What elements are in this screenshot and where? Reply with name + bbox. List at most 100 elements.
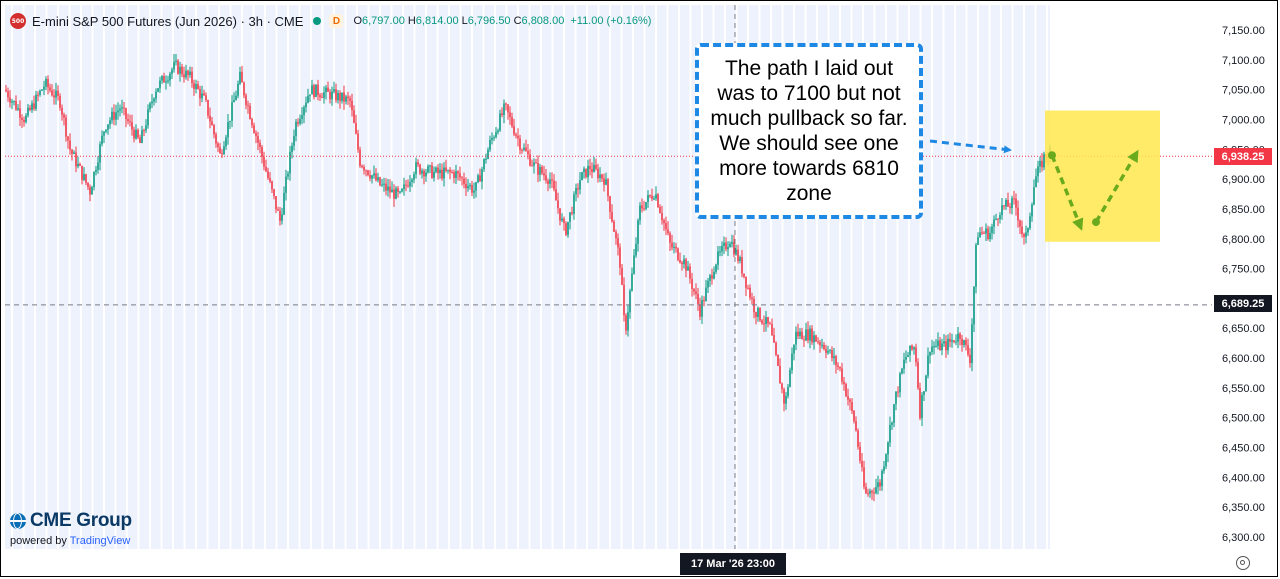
candle-body	[531, 165, 533, 167]
candle-body	[725, 242, 727, 250]
session-gap	[22, 5, 25, 549]
candle-body	[373, 173, 375, 176]
candle-body	[755, 312, 757, 318]
candle-body	[885, 454, 887, 467]
candle-body	[631, 273, 633, 291]
candle-body	[317, 84, 319, 96]
symbol-logo-icon[interactable]: 500	[10, 13, 26, 29]
candle-body	[497, 130, 499, 133]
session-gap	[804, 5, 807, 549]
candle-body	[187, 70, 189, 76]
session-gap	[367, 5, 370, 549]
candle-body	[937, 340, 939, 347]
candle-body	[231, 102, 233, 121]
candle-body	[349, 98, 351, 101]
candle-body	[365, 170, 367, 172]
session-gap	[563, 5, 565, 549]
candle-body	[183, 74, 185, 78]
session-gap	[908, 5, 910, 549]
candle-body	[259, 142, 261, 148]
candle-body	[577, 188, 579, 190]
y-tick-label: 6,800.00	[1222, 234, 1265, 246]
candle-body	[469, 184, 471, 187]
candle-body	[719, 251, 721, 253]
candle-body	[361, 165, 363, 167]
session-gap	[540, 5, 542, 549]
candle-body	[449, 169, 451, 173]
y-tick-label: 6,350.00	[1222, 502, 1265, 514]
candle-body	[355, 122, 357, 134]
session-gap	[586, 5, 588, 549]
candle-body	[147, 109, 149, 126]
candle-body	[13, 101, 15, 103]
candle-body	[875, 487, 877, 494]
session-gap	[1034, 5, 1037, 549]
annotation-callout[interactable]: The path I laid out was to 7100 but not …	[695, 43, 923, 219]
candle-body	[25, 115, 27, 123]
candle-body	[523, 147, 525, 150]
candle-body	[701, 300, 703, 317]
tradingview-link[interactable]: TradingView	[69, 535, 131, 547]
candle-body	[877, 482, 879, 488]
candle-body	[691, 278, 693, 289]
session-gap	[114, 5, 117, 549]
candle-body	[1039, 160, 1041, 167]
candle-body	[471, 184, 473, 193]
candle-body	[463, 178, 465, 184]
candle-body	[791, 353, 793, 371]
candle-body	[283, 192, 285, 215]
candle-body	[799, 331, 801, 337]
candle-body	[215, 134, 217, 144]
candle-body	[971, 324, 973, 364]
candle-body	[909, 345, 911, 356]
candle-body	[145, 125, 147, 131]
symbol-title[interactable]: E-mini S&P 500 Futures (Jun 2026) · 3h ·…	[32, 13, 304, 29]
candle-body	[661, 213, 663, 221]
candle-body	[969, 354, 971, 364]
candle-body	[345, 96, 347, 102]
candle-body	[689, 266, 691, 279]
candle-body	[67, 136, 69, 141]
candle-body	[883, 466, 885, 471]
candle-body	[401, 189, 403, 192]
candle-body	[811, 328, 813, 343]
settings-gear-icon[interactable]	[1236, 556, 1250, 570]
market-status-icon[interactable]	[313, 17, 322, 25]
candle-body	[841, 368, 843, 382]
session-gap	[862, 5, 864, 549]
candle-body	[7, 91, 9, 98]
candle-body	[479, 175, 481, 182]
candle-body	[1013, 198, 1015, 200]
session-gap	[931, 5, 933, 549]
candle-body	[417, 162, 419, 165]
candle-body	[993, 219, 995, 227]
candle-body	[77, 163, 79, 167]
candle-body	[429, 165, 431, 167]
candle-body	[963, 340, 965, 345]
projection-up-arrow	[1094, 149, 1139, 223]
candle-body	[43, 86, 45, 90]
candle-body	[975, 244, 977, 287]
session-gap	[827, 5, 830, 549]
candle-body	[101, 135, 103, 145]
candle-body	[1043, 154, 1045, 168]
candle-body	[333, 89, 335, 92]
candle-body	[519, 138, 521, 150]
candle-body	[141, 130, 143, 143]
candle-body	[571, 212, 573, 214]
candle-body	[641, 205, 643, 209]
session-gap	[1011, 5, 1014, 549]
candle-body	[127, 119, 129, 122]
candle-body	[901, 368, 903, 374]
candle-body	[985, 228, 987, 234]
candle-body	[949, 338, 951, 342]
candle-body	[581, 172, 583, 181]
session-gap	[160, 5, 163, 549]
candle-body	[677, 248, 679, 260]
delayed-data-icon[interactable]: D	[329, 14, 344, 28]
brand-watermark[interactable]: CME Group powered by TradingView	[10, 510, 132, 547]
candle-body	[467, 186, 469, 189]
candle-body	[805, 329, 807, 341]
